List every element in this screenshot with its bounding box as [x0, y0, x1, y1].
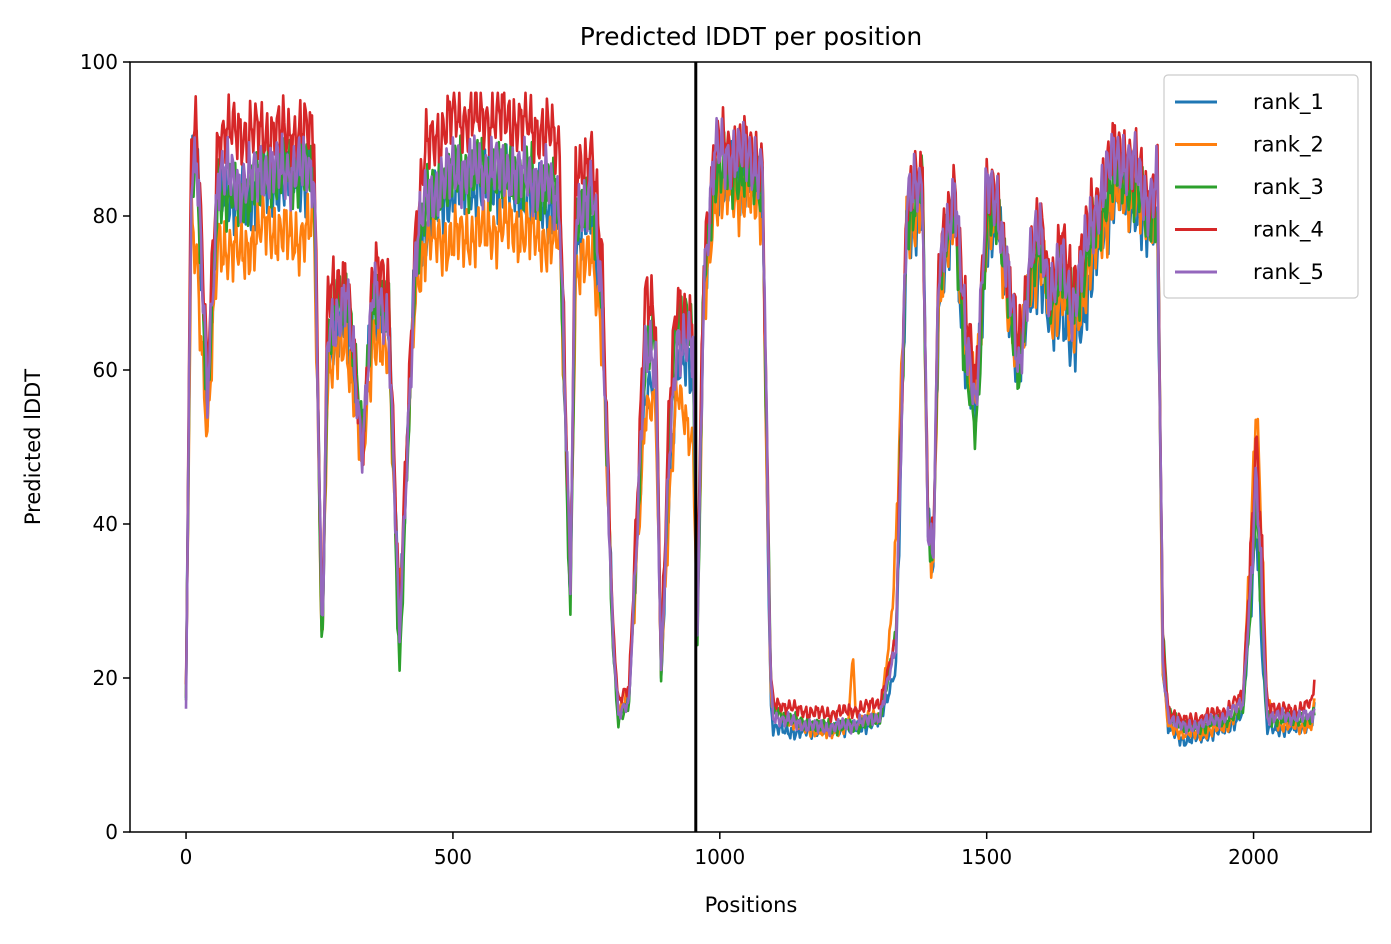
- series-layer: [184, 91, 1316, 747]
- legend-label-rank_2: rank_2: [1253, 133, 1324, 158]
- y-tick-label: 100: [80, 50, 118, 74]
- legend-label-rank_3: rank_3: [1253, 175, 1324, 200]
- legend-label-rank_1: rank_1: [1253, 90, 1324, 115]
- y-tick-label: 20: [93, 666, 118, 690]
- x-tick-label: 0: [180, 845, 193, 869]
- legend: rank_1 rank_2 rank_3 rank_4 rank_5: [1163, 74, 1359, 299]
- x-tick-label: 1000: [694, 845, 745, 869]
- x-tick-label: 2000: [1228, 845, 1279, 869]
- y-tick-label: 40: [93, 512, 118, 536]
- plot-area: [129, 61, 1372, 833]
- legend-label-rank_5: rank_5: [1253, 260, 1324, 285]
- x-axis-label: Positions: [705, 893, 798, 917]
- x-axis-ticks: 0 500 1000 1500 2000: [180, 832, 1279, 869]
- y-tick-label: 0: [105, 820, 118, 844]
- legend-label-rank_4: rank_4: [1253, 218, 1324, 243]
- x-tick-label: 1500: [961, 845, 1012, 869]
- chart-title: Predicted lDDT per position: [580, 22, 922, 51]
- series-line-rank_5: [184, 116, 1316, 738]
- y-tick-label: 80: [93, 204, 118, 228]
- y-tick-label: 60: [93, 358, 118, 382]
- plot-frame: [129, 61, 1372, 833]
- x-tick-label: 500: [434, 845, 472, 869]
- legend-frame: [1163, 74, 1359, 299]
- y-axis-ticks: 0 20 40 60 80 100: [80, 50, 130, 844]
- y-axis-label: Predicted lDDT: [21, 369, 45, 525]
